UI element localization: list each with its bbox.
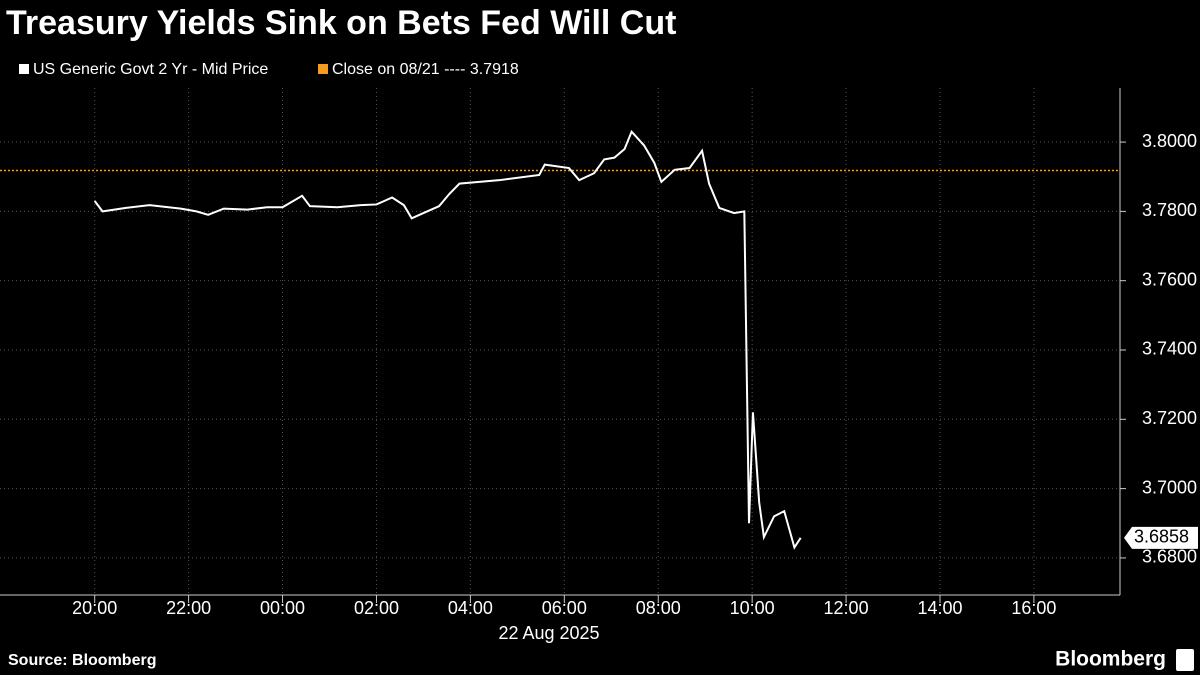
x-tick-label: 16:00 xyxy=(1011,598,1056,618)
x-tick-label: 14:00 xyxy=(917,598,962,618)
brand: Bloomberg xyxy=(1055,648,1166,671)
legend-label: Close on 08/21 ---- 3.7918 xyxy=(332,61,519,78)
y-tick-label: 3.6800 xyxy=(1142,547,1197,567)
x-tick-label: 00:00 xyxy=(260,598,305,618)
brand-icon xyxy=(1176,649,1194,671)
x-tick-label: 02:00 xyxy=(354,598,399,618)
x-tick-label: 04:00 xyxy=(448,598,493,618)
y-tick-label: 3.7600 xyxy=(1142,269,1197,289)
legend-swatch xyxy=(318,64,328,74)
legend-swatch xyxy=(19,64,29,74)
last-value-label: 3.6858 xyxy=(1134,527,1189,547)
x-tick-label: 08:00 xyxy=(636,598,681,618)
source: Source: Bloomberg xyxy=(8,652,156,669)
chart-title: Treasury Yields Sink on Bets Fed Will Cu… xyxy=(6,4,676,42)
y-tick-label: 3.8000 xyxy=(1142,131,1197,151)
x-tick-label: 06:00 xyxy=(542,598,587,618)
y-tick-label: 3.7200 xyxy=(1142,408,1197,428)
y-tick-label: 3.7000 xyxy=(1142,477,1197,497)
x-axis-label: 22 Aug 2025 xyxy=(498,623,599,643)
x-tick-label: 10:00 xyxy=(730,598,775,618)
line-series xyxy=(93,129,802,550)
y-tick-label: 3.7400 xyxy=(1142,339,1197,359)
last-value-box xyxy=(1124,526,1198,549)
x-tick-label: 20:00 xyxy=(72,598,117,618)
y-tick-label: 3.7800 xyxy=(1142,200,1197,220)
x-tick-label: 12:00 xyxy=(824,598,869,618)
legend-label: US Generic Govt 2 Yr - Mid Price xyxy=(33,61,268,78)
x-tick-label: 22:00 xyxy=(166,598,211,618)
